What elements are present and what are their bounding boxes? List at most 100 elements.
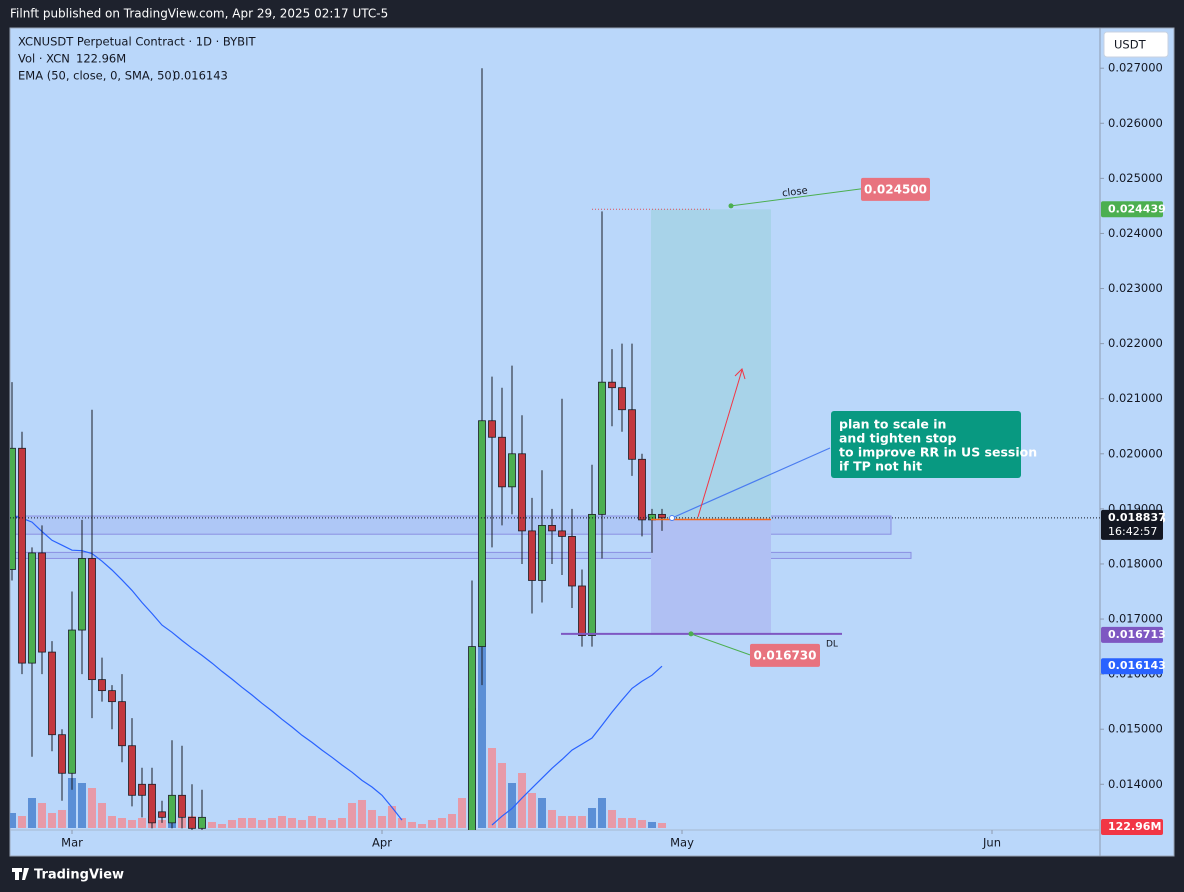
candle-body xyxy=(98,679,106,692)
volume-bar xyxy=(278,816,286,828)
volume-bar xyxy=(78,783,86,828)
volume-bar xyxy=(588,808,596,828)
volume-bar xyxy=(358,799,366,828)
candle-body xyxy=(158,811,166,818)
target-price-label-box xyxy=(1101,201,1163,218)
callout-box xyxy=(831,411,1021,478)
candle-body xyxy=(478,420,486,647)
volume-bar xyxy=(88,788,96,828)
y-tick-label: 0.018000 xyxy=(1108,556,1163,570)
ema-legend-value: 0.016143 xyxy=(173,69,228,83)
candle-body xyxy=(198,816,206,829)
volume-bar xyxy=(498,763,506,828)
y-tick-label: 0.021000 xyxy=(1108,391,1163,405)
target-note: 0.024500 xyxy=(864,182,927,196)
y-tick-label: 0.025000 xyxy=(1108,171,1163,185)
ema-legend: EMA (50, close, 0, SMA, 50) xyxy=(18,69,176,83)
candle-body xyxy=(538,524,546,581)
volume-bar xyxy=(648,821,656,828)
volume-bar xyxy=(548,809,556,828)
y-tick-label: 0.020000 xyxy=(1108,446,1163,460)
target-note-text: close xyxy=(781,185,808,199)
axes: 0.0140000.0150000.0160000.0170000.018000… xyxy=(61,61,1166,850)
volume-bar xyxy=(658,823,666,828)
candle-body xyxy=(558,530,566,537)
volume-bar xyxy=(388,806,396,828)
volume-bar xyxy=(398,818,406,828)
volume-bar xyxy=(288,818,296,828)
volume-bar xyxy=(48,813,56,828)
currency-box[interactable] xyxy=(1103,31,1169,58)
volume-bar xyxy=(338,818,346,828)
target-connector xyxy=(730,188,862,207)
last-price-label: 0.018837 xyxy=(1108,511,1166,524)
volume-bar xyxy=(318,818,326,828)
volume-bar xyxy=(248,818,256,828)
candle-body xyxy=(10,447,16,570)
y-tick-label: 0.014000 xyxy=(1108,777,1163,791)
x-tick-label: Mar xyxy=(61,836,83,850)
volume-bar xyxy=(628,818,636,828)
volume-bar xyxy=(538,798,546,828)
volume-bar xyxy=(208,821,216,828)
candle-body xyxy=(518,453,526,532)
volume-bar xyxy=(438,818,446,828)
volume-bar xyxy=(618,818,626,828)
candle-body xyxy=(108,690,116,703)
target-anchor xyxy=(728,203,734,209)
stop-price-label: 0.016713 xyxy=(1108,628,1166,641)
ema-price-label-box xyxy=(1101,658,1163,675)
volume-bar xyxy=(608,809,616,828)
candle-body xyxy=(508,453,516,488)
dl-note-box xyxy=(750,643,820,667)
volume-legend: Vol · XCN xyxy=(18,52,70,66)
volume-bar xyxy=(228,819,236,828)
candle-body xyxy=(608,381,616,389)
candle-body xyxy=(528,530,536,581)
candle-body xyxy=(568,536,576,587)
candle-body xyxy=(88,558,96,681)
candle-body xyxy=(48,651,56,736)
volume-bar xyxy=(38,803,46,828)
dl-connector xyxy=(690,633,751,656)
volume-bar xyxy=(348,803,356,828)
callout-line: plan to scale in xyxy=(839,417,946,432)
volume-bar xyxy=(578,816,586,828)
candle-body xyxy=(18,447,26,664)
candle-body xyxy=(138,783,146,796)
candle-body xyxy=(488,420,496,438)
volume-bar xyxy=(568,816,576,828)
candle-body xyxy=(68,629,76,774)
volume-bar xyxy=(458,798,466,828)
target-price-label: 0.024439 xyxy=(1108,202,1166,215)
volume-label: 122.96M xyxy=(1108,820,1161,833)
volume-bar xyxy=(298,819,306,828)
volume-bar xyxy=(138,818,146,828)
volume-bar xyxy=(638,819,646,828)
candle-body xyxy=(548,524,556,532)
volume-bar xyxy=(218,824,226,828)
volume-label-box xyxy=(1101,819,1163,836)
volume-bar xyxy=(448,814,456,828)
volume-bar xyxy=(58,809,66,828)
volume-bar xyxy=(528,793,536,828)
candle-body xyxy=(598,381,606,515)
publish-info: Filnft published on TradingView.com, Apr… xyxy=(10,7,388,21)
candle-body xyxy=(638,458,646,521)
volume-bar xyxy=(478,643,486,828)
overlays: DL 0.016730 close 0.024500 plan to scale ina… xyxy=(561,177,1037,667)
target-zone xyxy=(651,209,771,520)
volume-bar xyxy=(418,824,426,828)
ema-price-label: 0.016143 xyxy=(1108,659,1166,672)
candle-body xyxy=(468,646,476,830)
y-tick-label: 0.026000 xyxy=(1108,116,1163,130)
callout-line: if TP not hit xyxy=(839,459,922,474)
volume-bar xyxy=(368,809,376,828)
currency: USDT xyxy=(1114,38,1147,52)
volume-bar xyxy=(118,818,126,828)
callout-anchor xyxy=(669,515,675,521)
volume-bar xyxy=(598,798,606,828)
volume-bar xyxy=(18,816,26,828)
x-tick-label: Apr xyxy=(372,836,392,850)
callout-line: and tighten stop xyxy=(839,431,956,446)
